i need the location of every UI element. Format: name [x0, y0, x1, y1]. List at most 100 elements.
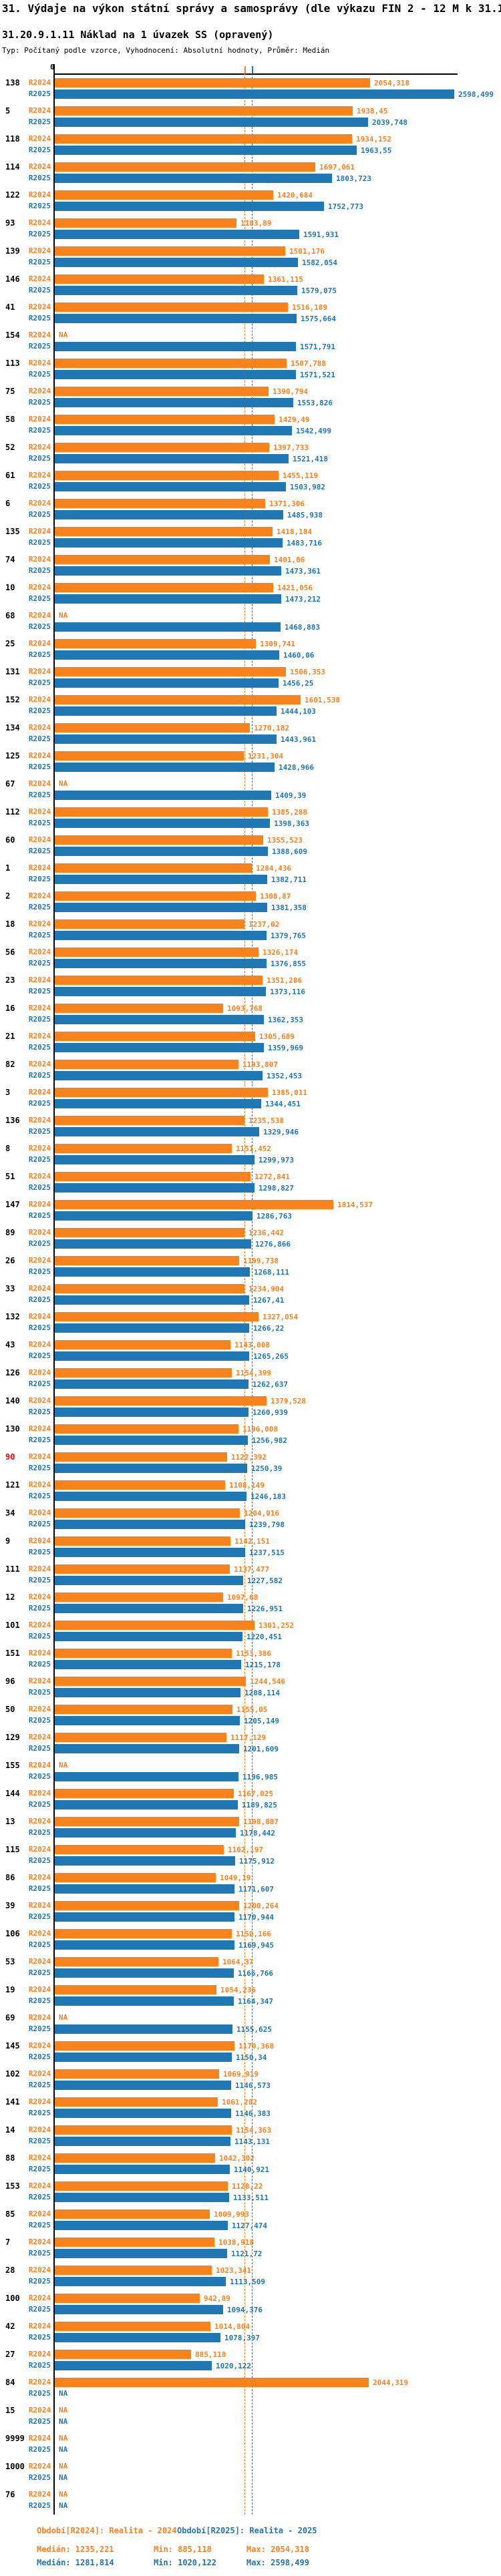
row-id-label: 102 [5, 2069, 20, 2079]
value-label-r2025: 1113,509 [230, 2278, 265, 2286]
series-label-r2024: R2024 [28, 2406, 51, 2414]
row-id-label: 96 [5, 1677, 15, 1686]
value-label-r2025: 1205,149 [244, 1717, 279, 1725]
series-label-r2025: R2025 [28, 1408, 51, 1416]
row-id-label: 112 [5, 807, 20, 817]
value-label-r2025: 1226,951 [247, 1604, 283, 1613]
series-label-r2024: R2024 [28, 891, 51, 900]
series-label-r2024: R2024 [28, 1901, 51, 1910]
bar-r2025 [55, 2165, 230, 2174]
value-label-r2024: 1142,151 [234, 1537, 270, 1546]
series-label-r2025: R2025 [28, 510, 51, 519]
series-label-r2025: R2025 [28, 706, 51, 715]
value-label-r2025: 1170,944 [238, 1913, 274, 1922]
indicator-meta: Typ: Počítaný podle vzorce, Vyhodnocení:… [2, 46, 330, 55]
series-label-r2024: R2024 [28, 387, 51, 395]
bar-r2024 [55, 2125, 232, 2135]
bar-r2025 [55, 847, 268, 856]
series-label-r2025: R2025 [28, 1099, 51, 1108]
series-label-r2024: R2024 [28, 1172, 51, 1180]
value-label-r2024: 2054,318 [374, 79, 409, 87]
value-label-r2024: 885,118 [195, 2350, 226, 2359]
value-label-r2025: 1268,111 [254, 1268, 289, 1277]
value-label-r2025: 1382,711 [271, 875, 307, 884]
median-line-r2024 [244, 73, 245, 2515]
value-label-r2024: 1327,054 [263, 1313, 298, 1321]
value-label-r2025: 2598,499 [458, 90, 494, 99]
bar-r2024 [55, 1368, 232, 1377]
series-label-r2024: R2024 [28, 499, 51, 507]
bar-r2025 [55, 1183, 255, 1193]
value-label-r2025: 1155,625 [236, 2025, 272, 2034]
row-id-label: 26 [5, 1256, 15, 1265]
series-label-r2025: R2025 [28, 1744, 51, 1753]
row-id-label: 61 [5, 471, 15, 480]
value-label-r2024: 1309,741 [260, 640, 295, 648]
series-label-r2025: R2025 [28, 903, 51, 911]
bar-r2025 [55, 2053, 232, 2062]
row-id-label: 90 [5, 1452, 15, 1462]
bar-r2025 [55, 931, 267, 940]
bar-r2024 [55, 2069, 219, 2079]
series-label-r2025: R2025 [28, 819, 51, 827]
value-label-r2025: 1344,451 [265, 1100, 301, 1108]
value-label-r2024: 1009,993 [214, 2210, 249, 2219]
row-id-label: 68 [5, 611, 15, 620]
series-label-r2024: R2024 [28, 162, 51, 171]
bar-r2025 [55, 622, 281, 632]
bar-r2024 [55, 891, 256, 901]
value-label-r2024: 1061,282 [222, 2098, 257, 2107]
series-label-r2024: R2024 [28, 2069, 51, 2078]
bar-r2025 [55, 2361, 212, 2370]
series-label-r2024: R2024 [28, 2294, 51, 2302]
value-label-r2025: 1579,075 [301, 286, 337, 295]
bar-r2025 [55, 2277, 226, 2286]
series-label-r2024: R2024 [28, 1396, 51, 1405]
series-label-r2025: R2025 [28, 650, 51, 659]
row-id-label: 41 [5, 302, 15, 312]
value-label-r2024: 1421,056 [277, 584, 313, 592]
series-label-r2024: R2024 [28, 1424, 51, 1433]
row-id-label: 58 [5, 415, 15, 424]
bar-r2025 [55, 987, 266, 996]
series-label-r2025: R2025 [28, 1660, 51, 1669]
series-label-r2025: R2025 [28, 314, 51, 323]
row-id-label: 74 [5, 555, 15, 564]
series-label-r2025: R2025 [28, 1716, 51, 1725]
series-label-r2024: R2024 [28, 1060, 51, 1068]
series-label-r2025: R2025 [28, 1800, 51, 1809]
series-label-r2025: R2025 [28, 118, 51, 126]
value-label-r2024: 1418,184 [277, 527, 312, 536]
bar-r2024 [55, 1929, 232, 1938]
bar-r2025 [55, 202, 324, 211]
row-id-label: 60 [5, 835, 15, 845]
series-label-r2025: R2025 [28, 174, 51, 182]
series-label-r2024: R2024 [28, 583, 51, 592]
series-label-r2024: R2024 [28, 2350, 51, 2358]
series-label-r2024: R2024 [28, 443, 51, 451]
bar-r2024 [55, 863, 252, 873]
bar-r2024 [55, 976, 263, 985]
bar-r2025 [55, 230, 299, 239]
series-label-r2025: R2025 [28, 2305, 51, 2314]
series-label-r2024: R2024 [28, 1452, 51, 1461]
value-label-r2024: 1170,368 [238, 2042, 274, 2051]
bar-r2025 [55, 1856, 235, 1866]
na-label-r2024: NA [59, 2434, 68, 2442]
bar-r2024 [55, 1845, 224, 1854]
value-label-r2024: 1326,174 [263, 948, 298, 957]
row-id-label: 114 [5, 162, 20, 172]
value-label-r2025: 1250,39 [251, 1464, 283, 1473]
value-label-r2024: 1379,528 [271, 1397, 306, 1406]
bar-r2025 [55, 2137, 230, 2146]
bar-r2025 [55, 1351, 249, 1361]
value-label-r2025: 1150,34 [236, 2053, 267, 2062]
bar-r2024 [55, 162, 315, 172]
median-line-r2025-tick [252, 66, 253, 73]
indicator-subtitle: 31.20.9.1.11 Náklad na 1 úvazek SS (opra… [2, 29, 274, 41]
value-label-r2024: 1420,684 [277, 191, 313, 200]
series-label-r2025: R2025 [28, 931, 51, 939]
series-label-r2025: R2025 [28, 1940, 51, 1949]
value-label-r2024: 1371,306 [269, 499, 305, 508]
value-label-r2024: 1507,788 [291, 359, 326, 368]
